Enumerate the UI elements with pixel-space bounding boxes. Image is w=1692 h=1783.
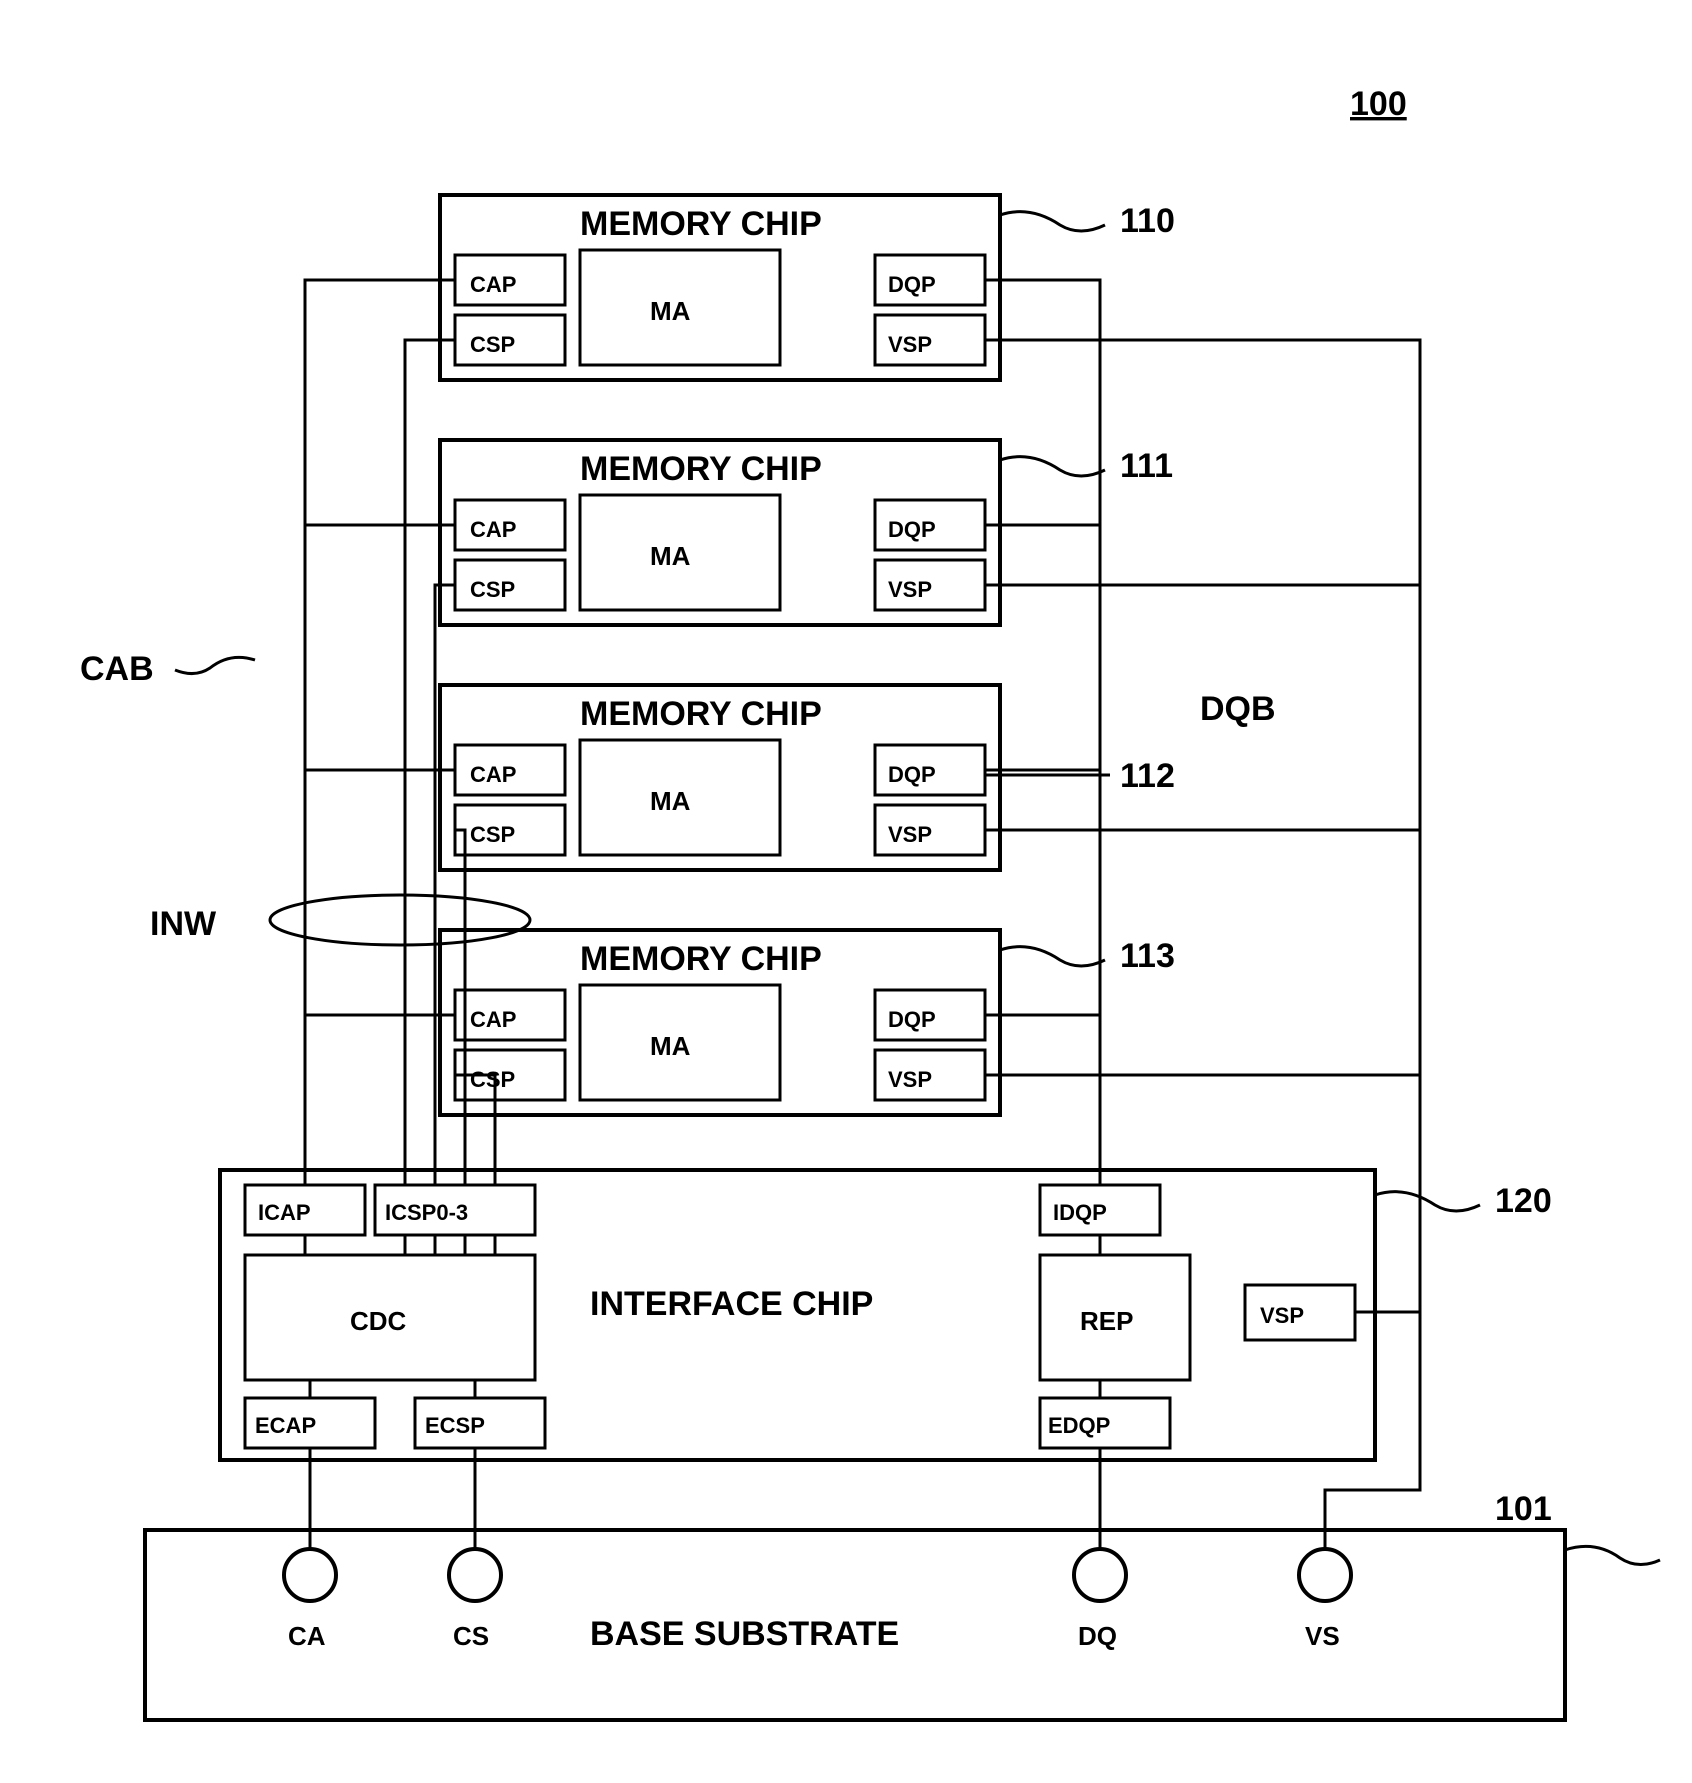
chip-ma: MA xyxy=(650,541,691,571)
port-csp: CSP xyxy=(470,822,515,847)
port-dqp: DQP xyxy=(888,762,936,787)
memory-chip-2: MEMORY CHIP MA CAP CSP DQP VSP xyxy=(440,685,1000,870)
chip-title: MEMORY CHIP xyxy=(580,695,822,733)
port-csp: CSP xyxy=(470,1067,515,1092)
chip-ref-3: 113 xyxy=(1120,937,1175,975)
dqb-label: DQB xyxy=(1200,690,1276,728)
ifchip-ref: 120 xyxy=(1495,1182,1552,1220)
term-vs: VS xyxy=(1305,1621,1340,1651)
chip-ma: MA xyxy=(650,786,691,816)
port-vsp: VSP xyxy=(888,1067,932,1092)
diagram-svg: 100 MEMORY CHIP MA CAP CSP DQP VSP 110 M… xyxy=(20,20,1692,1763)
port-cap: CAP xyxy=(470,272,516,297)
port-dqp: DQP xyxy=(888,517,936,542)
chip-title: MEMORY CHIP xyxy=(580,450,822,488)
port-edqp: EDQP xyxy=(1048,1413,1110,1438)
term-ca: CA xyxy=(288,1621,326,1651)
port-dqp: DQP xyxy=(888,272,936,297)
cab-label: CAB xyxy=(80,650,154,688)
port-csp: CSP xyxy=(470,577,515,602)
port-vsp: VSP xyxy=(888,822,932,847)
port-csp: CSP xyxy=(470,332,515,357)
ref-number: 100 xyxy=(1350,85,1407,123)
chip-ma: MA xyxy=(650,1031,691,1061)
term-dq: DQ xyxy=(1078,1621,1117,1651)
base-ref: 101 xyxy=(1495,1490,1552,1528)
inw-label: INW xyxy=(150,905,217,943)
port-ecap: ECAP xyxy=(255,1413,316,1438)
term-cs: CS xyxy=(453,1621,489,1651)
chip-ref-1: 111 xyxy=(1120,447,1173,485)
ifchip-title: INTERFACE CHIP xyxy=(590,1285,873,1323)
chip-ref-2: 112 xyxy=(1120,757,1175,795)
port-cap: CAP xyxy=(470,517,516,542)
chip-ma: MA xyxy=(650,296,691,326)
block-rep: REP xyxy=(1080,1306,1133,1336)
port-vsp: VSP xyxy=(888,577,932,602)
port-icap: ICAP xyxy=(258,1200,311,1225)
memory-chip-1: MEMORY CHIP MA CAP CSP DQP VSP xyxy=(440,440,1000,625)
chip-title: MEMORY CHIP xyxy=(580,940,822,978)
base-title: BASE SUBSTRATE xyxy=(590,1615,899,1653)
memory-chip-3: MEMORY CHIP MA CAP CSP DQP VSP xyxy=(440,930,1000,1115)
port-dqp: DQP xyxy=(888,1007,936,1032)
port-cap: CAP xyxy=(470,1007,516,1032)
port-idqp: IDQP xyxy=(1053,1200,1107,1225)
base-substrate: BASE SUBSTRATE CA CS DQ VS xyxy=(145,1530,1565,1720)
port-icsp: ICSP0-3 xyxy=(385,1200,468,1225)
chip-ref-0: 110 xyxy=(1120,202,1175,240)
memory-chip-0: MEMORY CHIP MA CAP CSP DQP VSP xyxy=(440,195,1000,380)
interface-chip: INTERFACE CHIP ICAP ICSP0-3 IDQP CDC REP… xyxy=(220,1170,1375,1460)
port-ecsp: ECSP xyxy=(425,1413,485,1438)
block-vsp: VSP xyxy=(1260,1303,1304,1328)
chip-title: MEMORY CHIP xyxy=(580,205,822,243)
port-cap: CAP xyxy=(470,762,516,787)
port-vsp: VSP xyxy=(888,332,932,357)
block-cdc: CDC xyxy=(350,1306,407,1336)
